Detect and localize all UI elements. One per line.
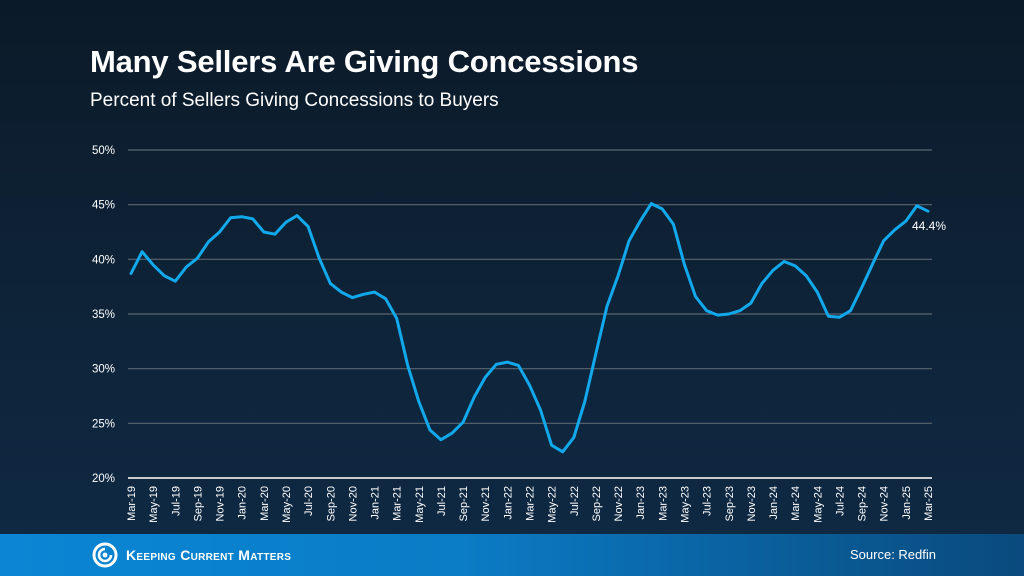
- brand-name: Keeping Current Matters: [126, 547, 292, 563]
- x-tick-label: Mar-21: [392, 486, 404, 521]
- x-tick-label: Jul-24: [834, 486, 846, 516]
- x-tick-label: Nov-19: [215, 486, 227, 521]
- x-tick-label: Jan-20: [237, 486, 249, 520]
- data-label: 44.4%: [912, 219, 946, 233]
- x-tick-label: Mar-23: [657, 486, 669, 521]
- chart-subtitle: Percent of Sellers Giving Concessions to…: [90, 90, 499, 111]
- x-tick-label: Sep-24: [857, 486, 869, 521]
- y-tick-label: 45%: [92, 200, 115, 212]
- y-axis-ticks: 20% 25% 30% 35% 40% 45% 50%: [92, 145, 115, 485]
- x-tick-label: Nov-23: [746, 486, 758, 521]
- x-tick-label: May-19: [148, 486, 160, 523]
- chart-title: Many Sellers Are Giving Concessions: [90, 44, 639, 79]
- gridlines: [128, 149, 932, 479]
- x-tick-label: Jul-20: [303, 486, 315, 516]
- brand-logo: Keeping Current Matters: [92, 542, 291, 568]
- y-tick-label: 30%: [92, 364, 115, 376]
- series-line: [129, 202, 930, 454]
- x-tick-label: Mar-19: [126, 486, 138, 521]
- x-tick-label: Mar-22: [525, 486, 537, 521]
- line-chart: 20% 25% 30% 35% 40% 45% 50% Mar-19 May-19 Jul-19…: [92, 145, 946, 523]
- annotations: 44.4%: [912, 219, 946, 233]
- x-tick-label: Sep-19: [192, 486, 204, 521]
- swirl-logo-icon: [92, 542, 118, 568]
- x-tick-label: Jul-23: [702, 486, 714, 516]
- y-tick-label: 25%: [92, 418, 115, 430]
- x-tick-label: Nov-21: [480, 486, 492, 521]
- y-tick-label: 40%: [92, 254, 115, 266]
- x-tick-label: Jan-21: [370, 486, 382, 520]
- x-tick-label: Jan-22: [502, 486, 514, 520]
- x-tick-label: Jan-24: [768, 486, 780, 520]
- x-tick-label: Jul-19: [170, 486, 182, 516]
- x-tick-label: May-21: [414, 486, 426, 523]
- x-tick-label: Nov-22: [613, 486, 625, 521]
- x-tick-label: May-22: [547, 486, 559, 523]
- x-tick-label: Jan-25: [901, 486, 913, 520]
- y-tick-label: 20%: [92, 473, 115, 485]
- series-line-group: [129, 202, 930, 454]
- y-tick-label: 35%: [92, 309, 115, 321]
- x-tick-label: Mar-25: [923, 486, 935, 521]
- y-tick-label: 50%: [92, 145, 115, 157]
- x-axis-ticks: Mar-19 May-19 Jul-19 Sep-19 Nov-19 Jan-20 Mar-…: [126, 486, 935, 523]
- x-tick-label: Nov-20: [347, 486, 359, 521]
- x-tick-label: May-24: [812, 486, 824, 523]
- x-tick-label: Sep-22: [591, 486, 603, 521]
- x-tick-label: Jul-21: [436, 486, 448, 516]
- x-tick-label: Sep-23: [724, 486, 736, 521]
- x-tick-label: May-20: [281, 486, 293, 523]
- x-tick-label: Mar-24: [790, 486, 802, 521]
- x-tick-label: Nov-24: [879, 486, 891, 521]
- footer-bar: Keeping Current Matters Source: Redfin: [0, 534, 1024, 576]
- source-credit: Source: Redfin: [850, 547, 936, 562]
- x-tick-label: Sep-20: [325, 486, 337, 521]
- x-tick-label: May-23: [679, 486, 691, 523]
- x-tick-label: Mar-20: [259, 486, 271, 521]
- x-tick-label: Jan-23: [635, 486, 647, 520]
- x-tick-label: Sep-21: [458, 486, 470, 521]
- x-tick-label: Jul-22: [569, 486, 581, 516]
